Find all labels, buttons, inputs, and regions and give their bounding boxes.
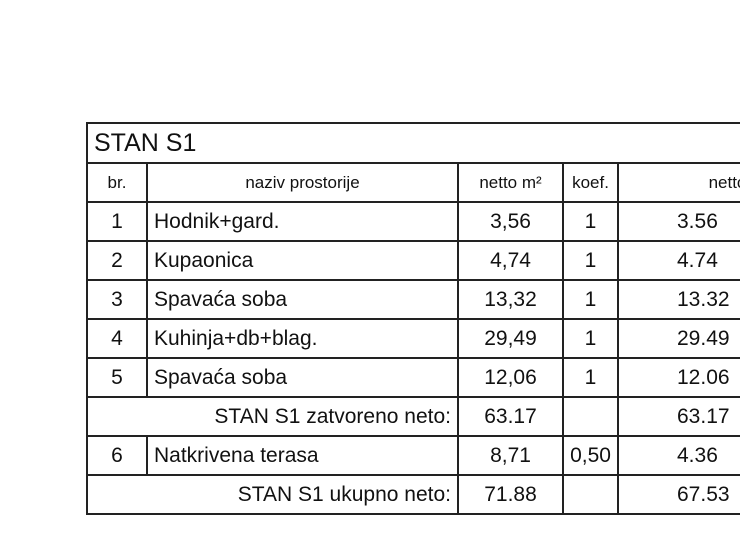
number-cell: 5 [86, 357, 148, 398]
netto-koef-cell: 63.17 [616, 396, 740, 437]
netto-cell: 29,49 [457, 318, 564, 359]
koef-cell: 1 [562, 240, 619, 281]
netto-cell: 8,71 [457, 435, 564, 476]
room-row: 2 Kupaonica 4,74 1 4.74 [86, 240, 740, 281]
netto-koef-cell: 4.74 [616, 240, 740, 281]
koef-cell: 0,50 [562, 435, 619, 476]
koef-cell: 1 [562, 201, 619, 242]
empty-cell [562, 396, 619, 437]
koef-cell: 1 [562, 279, 619, 320]
table-frame: STAN S1 br. naziv prostorije netto m² koef. n… [86, 122, 740, 515]
number-cell: 4 [86, 318, 148, 359]
netto-koef-cell: 3.56 [616, 201, 740, 242]
column-header: br. [86, 162, 148, 203]
room-name: Spavaća soba [146, 357, 459, 398]
room-name: Hodnik+gard. [146, 201, 459, 242]
netto-koef-cell: 29.49 [616, 318, 740, 359]
room-row: 3 Spavaća soba 13,32 1 13.32 [86, 279, 740, 320]
netto-cell: 3,56 [457, 201, 564, 242]
number-cell: 1 [86, 201, 148, 242]
room-name: Spavaća soba [146, 279, 459, 320]
subtotal-label: STAN S1 ukupno neto: [86, 474, 459, 515]
room-name: Kuhinja+db+blag. [146, 318, 459, 359]
subtotal-row: STAN S1 ukupno neto: 71.88 67.53 [86, 474, 740, 515]
room-row: 4 Kuhinja+db+blag. 29,49 1 29.49 [86, 318, 740, 359]
netto-koef-cell: 13.32 [616, 279, 740, 320]
netto-koef-cell: 4.36 [616, 435, 740, 476]
koef-cell: 1 [562, 357, 619, 398]
netto-cell: 4,74 [457, 240, 564, 281]
column-header: naziv prostorije [146, 162, 459, 203]
number-cell: 3 [86, 279, 148, 320]
column-header: koef. [562, 162, 619, 203]
room-row: 1 Hodnik+gard. 3,56 1 3.56 [86, 201, 740, 242]
subtotal-row: STAN S1 zatvoreno neto: 63.17 63.17 [86, 396, 740, 437]
number-cell: 2 [86, 240, 148, 281]
room-name: Natkrivena terasa [146, 435, 459, 476]
column-header: netto x koef [616, 162, 740, 203]
netto-cell: 13,32 [457, 279, 564, 320]
room-row: 5 Spavaća soba 12,06 1 12.06 [86, 357, 740, 398]
room-row: 6 Natkrivena terasa 8,71 0,50 4.36 [86, 435, 740, 476]
table-title: STAN S1 [86, 122, 740, 164]
koef-cell: 1 [562, 318, 619, 359]
number-cell: 6 [86, 435, 148, 476]
subtotal-label: STAN S1 zatvoreno neto: [86, 396, 459, 437]
title-row: STAN S1 [86, 122, 740, 164]
netto-cell: 63.17 [457, 396, 564, 437]
netto-koef-cell: 67.53 [616, 474, 740, 515]
room-name: Kupaonica [146, 240, 459, 281]
empty-cell [562, 474, 619, 515]
column-header: netto m² [457, 162, 564, 203]
netto-koef-cell: 12.06 [616, 357, 740, 398]
area-table: STAN S1 br. naziv prostorije netto m² koef. n… [86, 122, 740, 515]
netto-cell: 12,06 [457, 357, 564, 398]
netto-cell: 71.88 [457, 474, 564, 515]
